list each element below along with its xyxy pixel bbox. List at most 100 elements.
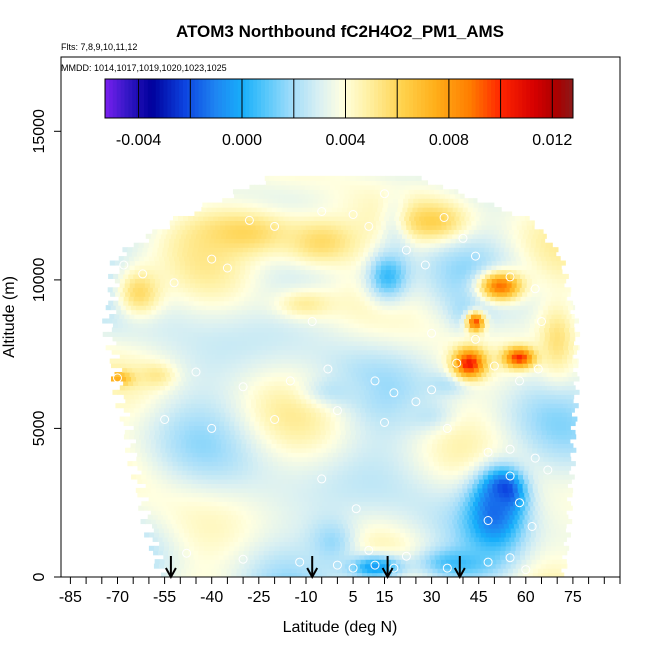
heatmap-cell <box>461 447 468 453</box>
heatmap-cell <box>560 407 567 413</box>
heatmap-cell <box>296 519 302 525</box>
heatmap-cell <box>354 394 361 400</box>
heatmap-cell <box>469 536 475 542</box>
heatmap-cell <box>430 407 436 413</box>
heatmap-cell <box>451 385 458 391</box>
heatmap-cell <box>349 550 355 556</box>
heatmap-cell <box>539 465 546 471</box>
heatmap-cell <box>372 349 379 355</box>
heatmap-cell <box>517 438 524 444</box>
heatmap-cell <box>574 327 576 333</box>
heatmap-cell <box>232 478 239 484</box>
heatmap-cell <box>383 336 390 342</box>
heatmap-cell <box>499 492 505 498</box>
heatmap-cell <box>331 510 338 516</box>
heatmap-cell <box>422 340 429 346</box>
heatmap-cell <box>408 461 415 467</box>
heatmap-cell <box>173 322 179 328</box>
heatmap-cell <box>273 380 280 386</box>
heatmap-cell <box>346 487 353 493</box>
heatmap-cell <box>571 358 578 364</box>
heatmap-cell <box>316 487 323 493</box>
heatmap-cell <box>260 385 267 391</box>
heatmap-cell <box>424 550 431 556</box>
heatmap-cell <box>192 478 199 484</box>
heatmap-cell <box>509 514 516 520</box>
heatmap-cell <box>153 550 159 556</box>
heatmap-cell <box>416 385 422 391</box>
heatmap-cell <box>417 376 424 382</box>
heatmap-cell <box>454 514 460 520</box>
heatmap-cell <box>354 496 361 502</box>
heatmap-cell <box>361 519 368 525</box>
heatmap-cell <box>144 358 151 364</box>
heatmap-cell <box>528 376 534 382</box>
heatmap-cell <box>312 470 318 476</box>
heatmap-cell <box>133 421 140 427</box>
heatmap-cell <box>245 398 252 404</box>
heatmap-cell <box>261 510 267 516</box>
heatmap-cell <box>227 461 234 467</box>
heatmap-cell <box>148 421 155 427</box>
heatmap-cell <box>543 340 550 346</box>
heatmap-cell <box>421 403 428 409</box>
heatmap-cell <box>180 443 187 449</box>
heatmap-cell <box>450 434 457 440</box>
heatmap-cell <box>437 340 444 346</box>
heatmap-cell <box>434 505 441 511</box>
heatmap-cell <box>157 452 163 458</box>
heatmap-cell <box>315 371 322 378</box>
heatmap-cell <box>139 354 146 360</box>
heatmap-cell <box>444 550 451 556</box>
heatmap-cell <box>383 492 390 498</box>
heatmap-cell <box>193 496 200 502</box>
heatmap-cell <box>373 514 380 520</box>
heatmap-cell <box>284 425 291 431</box>
heatmap-cell <box>123 322 129 328</box>
heatmap-cell <box>199 421 205 427</box>
heatmap-cell <box>328 336 335 342</box>
heatmap-cell <box>318 550 325 556</box>
heatmap-cell <box>439 389 445 395</box>
heatmap-cell <box>549 367 555 373</box>
heatmap-cell <box>220 447 227 453</box>
heatmap-cell <box>506 385 513 391</box>
heatmap-cell <box>260 429 267 435</box>
heatmap-cell <box>279 563 286 569</box>
heatmap-cell <box>458 492 465 498</box>
heatmap-cell <box>193 554 200 560</box>
heatmap-cell <box>556 358 563 364</box>
heatmap-cell <box>455 394 461 400</box>
heatmap-cell <box>394 425 401 431</box>
heatmap-cell <box>225 519 232 525</box>
heatmap-cell <box>438 349 444 355</box>
heatmap-cell <box>182 349 188 355</box>
heatmap-cell <box>314 434 321 440</box>
heatmap-cell <box>308 536 315 542</box>
heatmap-cell <box>327 327 334 333</box>
heatmap-cell <box>153 407 160 413</box>
heatmap-cell <box>154 385 161 391</box>
heatmap-cell <box>525 532 532 538</box>
heatmap-cell <box>386 412 392 418</box>
heatmap-cell <box>371 510 378 516</box>
heatmap-cell <box>344 550 350 556</box>
heatmap-cell <box>207 461 214 467</box>
heatmap-cell <box>206 483 212 489</box>
heatmap-cell <box>319 545 326 551</box>
heatmap-cell <box>242 452 249 458</box>
heatmap-cell <box>463 470 469 476</box>
heatmap-cell <box>484 505 491 511</box>
heatmap-cell <box>276 376 283 382</box>
heatmap-cell <box>435 541 442 547</box>
heatmap-cell <box>272 452 279 458</box>
heatmap-cell <box>306 345 313 351</box>
heatmap-cell <box>220 358 226 364</box>
heatmap-cell <box>452 403 458 409</box>
heatmap-cell <box>565 550 568 556</box>
heatmap-cell <box>452 345 458 351</box>
heatmap-cell <box>436 354 443 360</box>
heatmap-cell <box>527 345 534 351</box>
heatmap-cell <box>193 505 200 511</box>
heatmap-cell <box>199 425 205 431</box>
